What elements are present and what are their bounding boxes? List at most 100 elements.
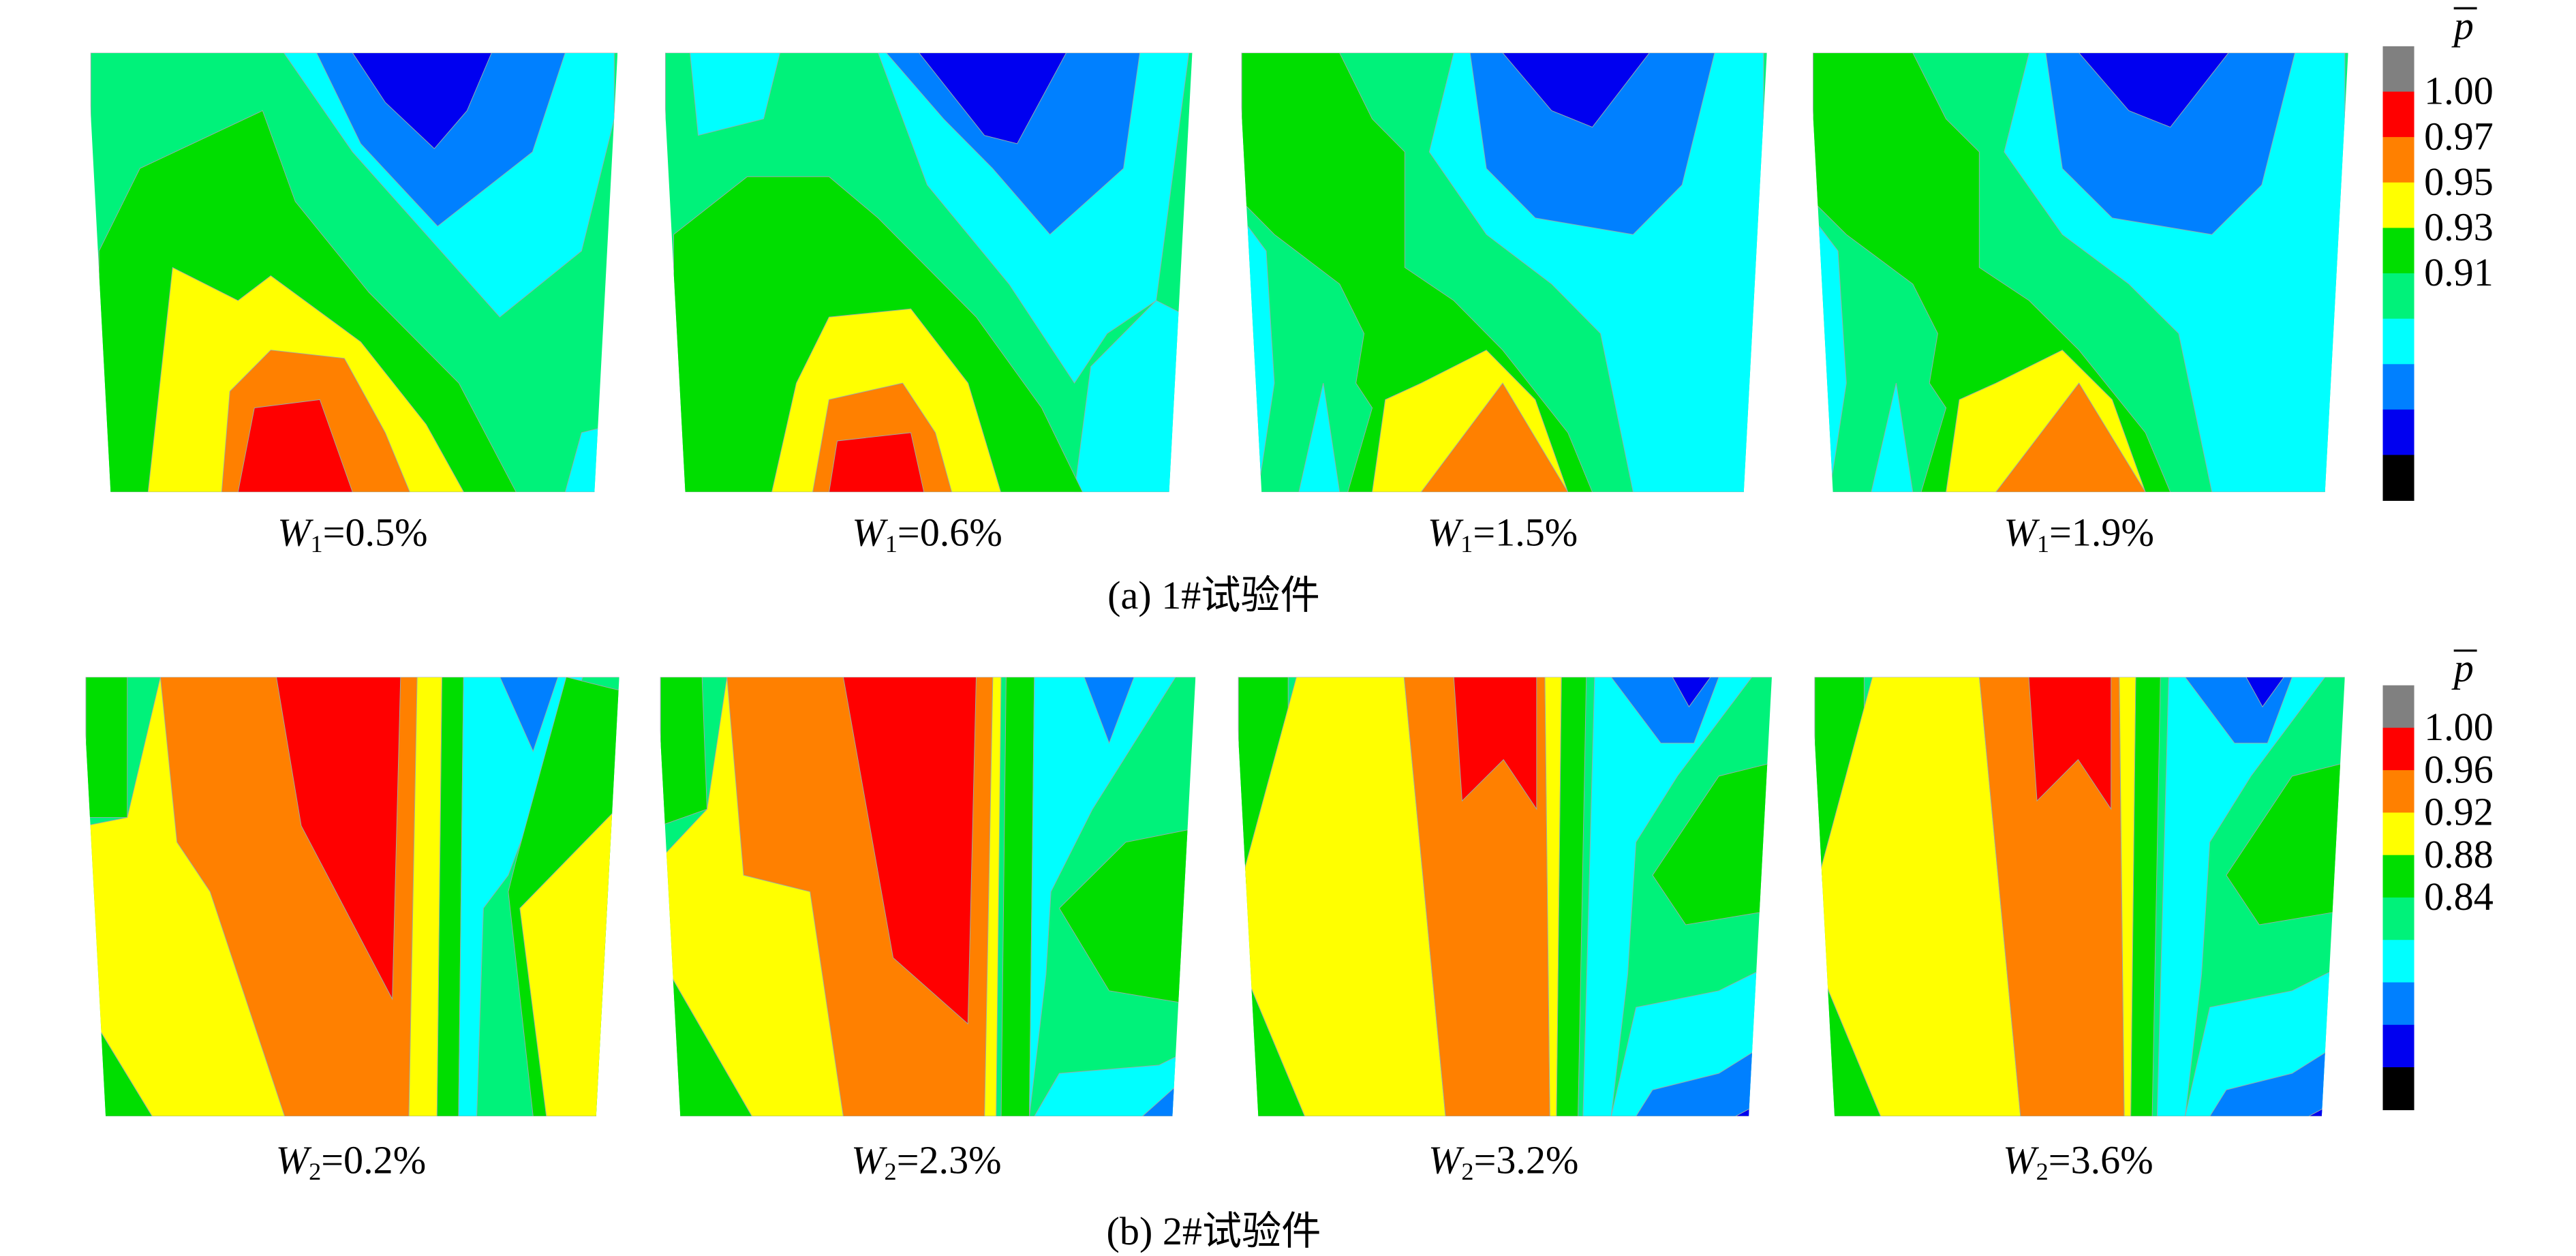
colorbar-segment bbox=[2382, 982, 2414, 1026]
panel-caption: (a) 1#试验件 bbox=[1107, 573, 1320, 617]
contour-fill bbox=[1238, 677, 1772, 1117]
subscript: 1 bbox=[885, 530, 898, 557]
colorbar-tick-label: 0.97 bbox=[2424, 114, 2494, 158]
contour-fill bbox=[665, 52, 1193, 493]
variable: W bbox=[1428, 1138, 1465, 1182]
contour-region bbox=[352, 52, 493, 149]
colorbar-tick-label: 0.96 bbox=[2424, 747, 2494, 791]
label-value: =0.2% bbox=[321, 1138, 426, 1182]
contour-region bbox=[1084, 677, 1135, 744]
colorbar-symbol: p bbox=[2451, 646, 2474, 690]
contour-plot bbox=[665, 52, 1193, 493]
colorbar-tick-label: 1.00 bbox=[2424, 705, 2494, 749]
label-value: =0.6% bbox=[898, 510, 1002, 555]
colorbar-segment bbox=[2382, 409, 2414, 456]
subscript: 1 bbox=[1460, 530, 1473, 557]
contour-region bbox=[660, 677, 708, 827]
colorbar-segment bbox=[2382, 940, 2414, 983]
contour-region bbox=[2119, 677, 2136, 1117]
contour-plot bbox=[1814, 677, 2345, 1117]
colorbar-segment bbox=[2382, 1067, 2414, 1111]
contour-region bbox=[1058, 825, 1196, 1008]
label-value: =0.5% bbox=[323, 510, 428, 555]
panel-caption: (b) 2#试验件 bbox=[1107, 1209, 1321, 1253]
contour-plot bbox=[85, 677, 619, 1117]
plot-label: W1=0.6% bbox=[852, 510, 1002, 558]
contour-fill bbox=[90, 52, 618, 493]
contour-region bbox=[1556, 677, 1587, 1117]
contour-region bbox=[885, 52, 1141, 235]
variable: W bbox=[2003, 1138, 2039, 1182]
plot-label: W1=0.5% bbox=[277, 510, 428, 558]
label-value: =3.6% bbox=[2049, 1138, 2153, 1182]
contour-region bbox=[1469, 52, 1715, 235]
label-value: =1.9% bbox=[2049, 510, 2154, 555]
colorbar-segment bbox=[2382, 897, 2414, 940]
colorbar-tick-label: 0.92 bbox=[2424, 790, 2494, 834]
subscript: 2 bbox=[885, 1158, 897, 1185]
contour-region bbox=[2245, 677, 2285, 707]
contour-region bbox=[1544, 677, 1562, 1117]
colorbar-tick-label: 0.93 bbox=[2424, 205, 2494, 249]
colorbar-tick-label: 0.95 bbox=[2424, 159, 2494, 204]
colorbar-segment bbox=[2382, 727, 2414, 771]
subscript: 2 bbox=[309, 1158, 321, 1185]
colorbar-tick-label: 0.84 bbox=[2424, 874, 2494, 919]
plot-label: W2=2.3% bbox=[851, 1138, 1002, 1186]
colorbar-segment bbox=[2382, 137, 2414, 183]
contour-fill bbox=[1814, 677, 2345, 1117]
label-value: =1.5% bbox=[1473, 510, 1578, 555]
contour-region bbox=[2156, 677, 2326, 1117]
contour-region bbox=[1978, 677, 2125, 1117]
contour-fill bbox=[1813, 52, 2348, 493]
contour-region bbox=[1000, 677, 1035, 1117]
contour-plot bbox=[1241, 52, 1767, 493]
contour-plot bbox=[1813, 52, 2348, 493]
contour-region bbox=[1871, 383, 1914, 493]
contour-region bbox=[1074, 300, 1190, 493]
contour-region bbox=[1403, 677, 1550, 1117]
variable: W bbox=[852, 510, 888, 555]
plot-label: W2=3.2% bbox=[1428, 1138, 1579, 1186]
colorbar-tick-label: 0.91 bbox=[2424, 250, 2494, 294]
contour-plot bbox=[660, 677, 1196, 1117]
colorbar-tick-label: 1.00 bbox=[2424, 69, 2494, 113]
contour-plot bbox=[1238, 677, 1772, 1117]
variable: W bbox=[276, 1138, 312, 1182]
colorbar-segment bbox=[2382, 91, 2414, 138]
contour-fill bbox=[85, 677, 619, 1117]
contour-region bbox=[1635, 1031, 1772, 1117]
contour-region bbox=[1501, 52, 1651, 128]
contour-region bbox=[237, 399, 354, 493]
plot-label: W1=1.5% bbox=[1428, 510, 1578, 558]
contour-region bbox=[436, 677, 464, 1117]
contour-fill bbox=[1241, 52, 1767, 493]
contour-region bbox=[275, 677, 401, 1000]
colorbar-segment bbox=[2382, 46, 2414, 93]
variable: W bbox=[851, 1138, 887, 1182]
colorbar-segment bbox=[2382, 770, 2414, 814]
plot-label: W2=0.2% bbox=[276, 1138, 427, 1186]
contour-region bbox=[1298, 383, 1340, 493]
colorbar-segment bbox=[2382, 364, 2414, 410]
colorbar-segment bbox=[2382, 228, 2414, 274]
contour-region bbox=[828, 432, 925, 493]
colorbar-segment bbox=[2382, 455, 2414, 501]
contour-region bbox=[689, 52, 781, 136]
contour-region bbox=[1672, 677, 1711, 707]
contour-region bbox=[458, 677, 583, 1117]
subscript: 2 bbox=[2036, 1158, 2049, 1185]
plot-label: W1=1.9% bbox=[2004, 510, 2154, 558]
subscript: 1 bbox=[311, 530, 323, 557]
contour-region bbox=[842, 677, 977, 1025]
contour-region bbox=[918, 52, 1067, 144]
contour-region bbox=[1453, 677, 1537, 810]
label-value: =3.2% bbox=[1474, 1138, 1579, 1182]
contour-region bbox=[85, 677, 128, 818]
variable: W bbox=[2004, 510, 2040, 555]
colorbar-segment bbox=[2382, 1024, 2414, 1068]
contour-region bbox=[1995, 382, 2147, 493]
subscript: 2 bbox=[1461, 1158, 1473, 1185]
variable: W bbox=[1428, 510, 1464, 555]
plot-label: W2=3.6% bbox=[2003, 1138, 2153, 1186]
